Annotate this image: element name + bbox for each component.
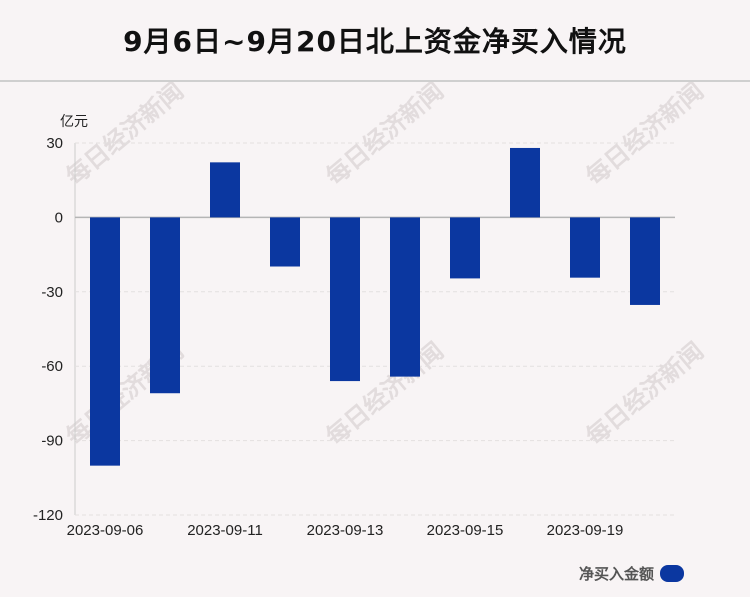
bar [390, 217, 420, 377]
x-tick-label: 2023-09-06 [67, 522, 144, 539]
chart-area: 每日经济新闻 每日经济新闻 每日经济新闻 每日经济新闻 每日经济新闻 每日经济新闻 30 0-… [0, 77, 750, 593]
watermark-text: 每日经济新闻 [321, 82, 449, 191]
y-tick-label: 0 [55, 209, 63, 226]
x-tick-label: 2023-09-19 [547, 522, 624, 539]
bar [570, 217, 600, 278]
x-tick-label: 2023-09-13 [307, 522, 384, 539]
bar [270, 217, 300, 267]
watermark-text: 每日经济新闻 [581, 337, 709, 451]
bar [150, 217, 180, 394]
y-tick-label: -120 [33, 507, 63, 524]
x-tick-label: 2023-09-15 [427, 522, 504, 539]
bar [450, 217, 480, 279]
chart-title: 9月6日~9月20日北上资金净买入情况 [123, 25, 627, 58]
y-tick-label: -60 [41, 358, 63, 375]
y-tick-label: -90 [41, 433, 63, 450]
bar [510, 147, 540, 218]
legend-label: 净买入金额 [578, 565, 654, 583]
x-tick-label: 2023-09-11 [187, 522, 263, 539]
bar [210, 162, 240, 218]
bar [90, 217, 120, 466]
bar [630, 217, 660, 305]
watermark-text: 每日经济新闻 [581, 82, 709, 191]
y-axis-unit-label: 亿元 [60, 114, 88, 130]
watermark-text: 每日经济新闻 [61, 82, 189, 191]
bar [330, 217, 360, 382]
y-tick-label: 30 [46, 135, 63, 152]
chart-header: 9月6日~9月20日北上资金净买入情况 [0, 0, 750, 82]
legend: 净买入金额 [579, 563, 684, 584]
legend-swatch [660, 565, 684, 582]
y-tick-label: -30 [41, 284, 63, 301]
